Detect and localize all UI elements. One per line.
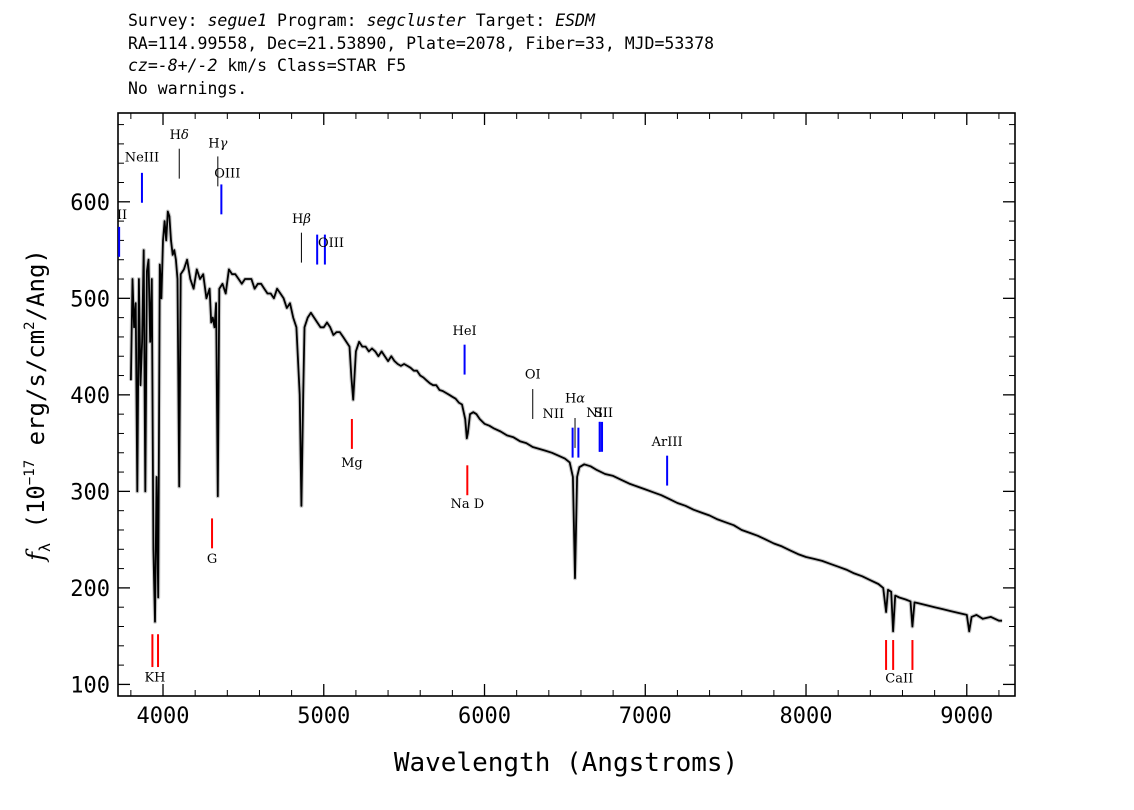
spectrum-line bbox=[130, 210, 1003, 633]
line-marker-label: NII bbox=[586, 406, 608, 421]
cz-value: =-8+/-2 bbox=[147, 56, 218, 75]
line-marker-label: Hα bbox=[565, 392, 585, 407]
cz-rest: km/s Class=STAR F5 bbox=[217, 56, 407, 75]
spectrum-error-band bbox=[128, 209, 1003, 634]
line-marker-sub: α bbox=[576, 392, 585, 407]
line-marker-label: Hδ bbox=[170, 128, 189, 143]
line-marker-label: Hβ bbox=[292, 212, 311, 227]
y-label-main: (10 bbox=[22, 485, 50, 543]
line-marker-label: Na D bbox=[450, 497, 484, 512]
line-marker-label: OI bbox=[525, 367, 541, 382]
line-marker-label: G bbox=[207, 552, 217, 567]
line-marker-sub: β bbox=[302, 212, 311, 227]
plot-frame bbox=[117, 112, 1016, 697]
x-tick-label: 7000 bbox=[619, 704, 672, 729]
y-label-exp: −17 bbox=[22, 460, 38, 485]
survey-value: segue1 bbox=[207, 11, 268, 30]
target-label: Target: bbox=[465, 11, 556, 30]
y-tick-label: 300 bbox=[70, 480, 110, 505]
line-marker-label: HeI bbox=[452, 324, 476, 339]
x-tick-label: 5000 bbox=[297, 704, 350, 729]
target-value: ESDM bbox=[555, 11, 595, 30]
y-tick-label: 400 bbox=[70, 384, 110, 409]
line-marker-label: Hγ bbox=[208, 137, 227, 152]
y-tick-label: 100 bbox=[70, 673, 110, 698]
line-marker-label: OIII bbox=[214, 167, 240, 182]
line-marker-sub: γ bbox=[220, 137, 228, 152]
line-marker-label: CaII bbox=[885, 671, 913, 686]
spectrum-series bbox=[128, 209, 1003, 634]
x-axis-label: Wavelength (Angstroms) bbox=[394, 748, 738, 778]
header-line-3: cz=-8+/-2 km/s Class=STAR F5 bbox=[128, 55, 714, 78]
line-marker-sub: δ bbox=[181, 128, 189, 143]
x-tick-label: 4000 bbox=[137, 704, 190, 729]
line-marker-label: II bbox=[117, 208, 127, 223]
axis-ticks: 4000 5000 6000 7000 8000 9000 100 200 300 400 500 6… bbox=[70, 113, 1015, 729]
line-markers: KH G Mg Na D CaII Hδ Hγ Hβ Hα OI NeIII OIII II OIII He… bbox=[117, 128, 914, 686]
y-tick-label: 600 bbox=[70, 191, 110, 216]
program-label: Program: bbox=[267, 11, 367, 30]
y-tick-label: 200 bbox=[70, 577, 110, 602]
x-tick-label: 8000 bbox=[780, 704, 833, 729]
x-tick-label: 9000 bbox=[940, 704, 993, 729]
line-marker-label: NII bbox=[542, 407, 564, 422]
y-label-exp2: 2 bbox=[22, 321, 38, 329]
line-marker-label: KH bbox=[144, 671, 165, 686]
line-marker-label: OIII bbox=[318, 236, 344, 251]
cz-label: cz bbox=[128, 56, 148, 75]
y-label-sub: λ bbox=[36, 543, 54, 552]
y-label-mid: erg/s/cm bbox=[22, 330, 50, 460]
x-tick-label: 6000 bbox=[458, 704, 511, 729]
line-marker-label: NeIII bbox=[125, 150, 159, 165]
header-line-1: Survey: segue1 Program: segcluster Targe… bbox=[128, 10, 714, 33]
line-marker-label: Mg bbox=[341, 456, 363, 471]
survey-label: Survey: bbox=[128, 11, 208, 30]
line-marker-label: ArIII bbox=[651, 435, 683, 450]
header-line-4: No warnings. bbox=[128, 78, 248, 98]
program-value: segcluster bbox=[366, 11, 466, 30]
spectrum-header: Survey: segue1 Program: segcluster Targe… bbox=[128, 10, 714, 100]
y-label-end: /Ang) bbox=[22, 249, 50, 321]
line-marker-label: SII bbox=[594, 406, 613, 421]
y-tick-label: 500 bbox=[70, 287, 110, 312]
y-axis-label: fλ (10−17 erg/s/cm2/Ang) bbox=[22, 249, 54, 563]
header-line-2: RA=114.99558, Dec=21.53890, Plate=2078, … bbox=[128, 33, 715, 53]
